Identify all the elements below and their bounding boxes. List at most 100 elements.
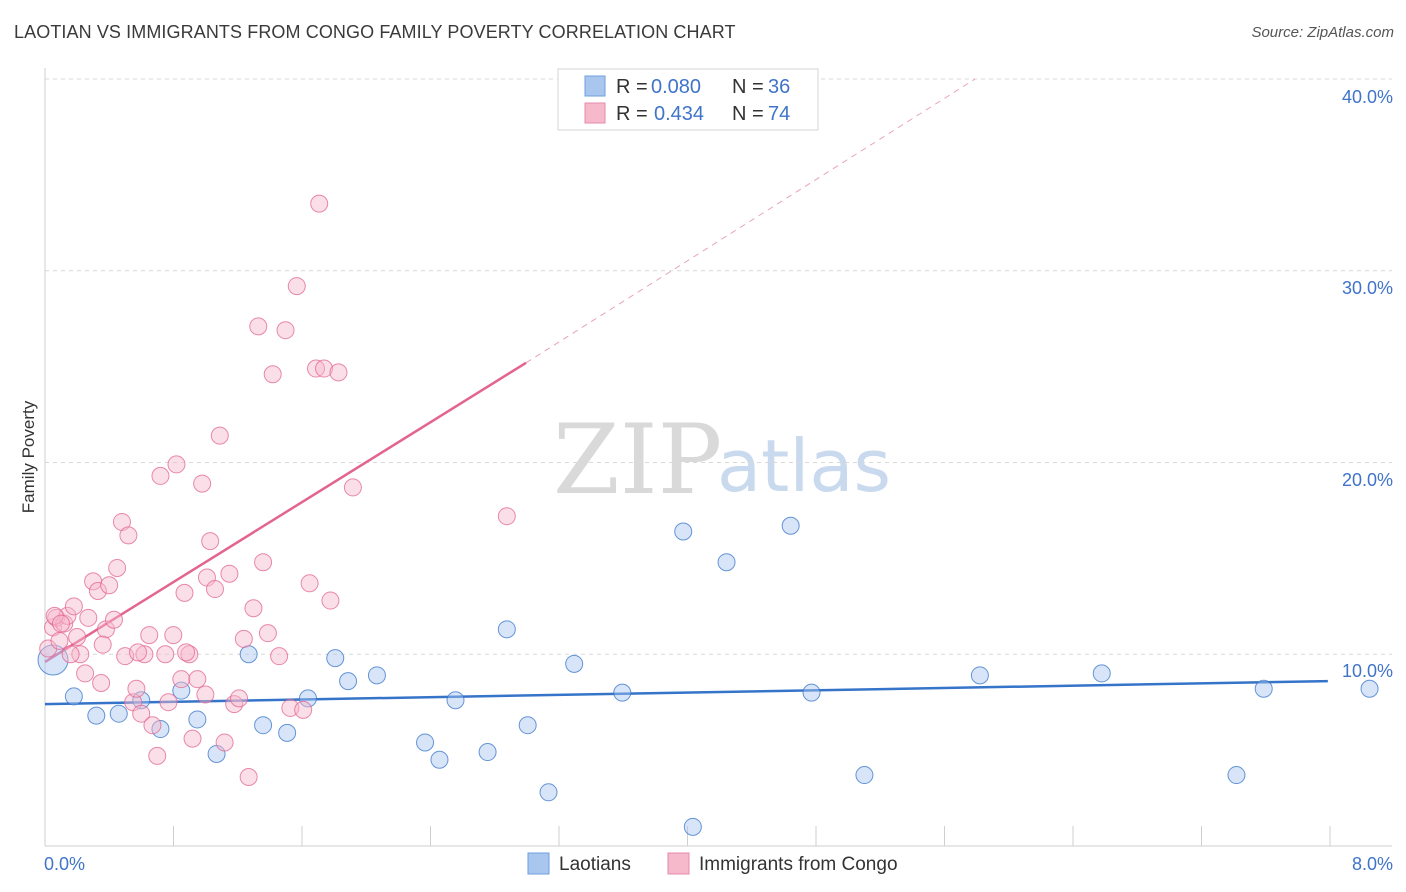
congo-point: [132, 704, 151, 723]
congo-point: [287, 277, 306, 296]
congo-point: [93, 635, 112, 654]
legend-r-label-0: R =: [616, 76, 648, 98]
laotians-point: [188, 710, 207, 729]
congo-point: [215, 733, 234, 752]
congo-point: [343, 478, 362, 497]
laotians-point: [298, 689, 317, 708]
laotians-point: [1227, 766, 1246, 785]
laotians-point: [446, 691, 465, 710]
congo-point: [497, 507, 516, 526]
y-tick-label-20: 20.0%: [1342, 470, 1393, 490]
congo-point: [104, 610, 123, 629]
congo-point: [156, 645, 175, 664]
congo-point: [68, 627, 87, 646]
legend-n-label-0: N =: [732, 76, 764, 98]
congo-point: [148, 746, 167, 765]
congo-point: [76, 664, 95, 683]
congo-point: [119, 526, 138, 545]
congo-point: [188, 670, 207, 689]
congo-point: [294, 700, 313, 719]
congo-point: [172, 670, 191, 689]
congo-point: [205, 580, 224, 599]
grid-layer: [45, 78, 1392, 655]
laotians-point: [970, 666, 989, 685]
laotians-trend-line: [44, 679, 1328, 706]
watermark-zip: ZIP: [553, 404, 722, 516]
laotians-point: [254, 716, 273, 735]
laotians-point: [239, 645, 258, 664]
congo-point: [183, 729, 202, 748]
laotians-point: [674, 522, 693, 541]
legend-r-label-1: R =: [616, 103, 648, 125]
axis-layer: [44, 68, 1392, 847]
congo-point: [300, 574, 319, 593]
laotians-point: [416, 733, 435, 752]
congo-point: [108, 558, 127, 577]
congo-point: [180, 645, 199, 664]
congo-point: [159, 693, 178, 712]
congo-point: [58, 606, 77, 625]
trend-layer: [44, 78, 1328, 706]
legend-r-value-1: 0.434: [654, 103, 704, 125]
congo-point: [71, 645, 90, 664]
legend-swatch-laotians: [584, 75, 606, 97]
congo-point: [61, 645, 80, 664]
laotians-point: [278, 723, 297, 742]
watermark-atlas: atlas: [717, 424, 891, 508]
congo-point: [239, 767, 258, 786]
congo-point: [88, 581, 107, 600]
congo-point: [164, 626, 183, 645]
y-tick-label-30: 30.0%: [1342, 278, 1393, 298]
laotians-point: [109, 704, 128, 723]
laotians-point: [478, 743, 497, 762]
congo-point: [193, 474, 212, 493]
congo-point: [234, 629, 253, 648]
laotians-point: [1254, 679, 1273, 698]
laotians-point: [367, 666, 386, 685]
congo-point: [244, 599, 263, 618]
congo-point: [135, 645, 154, 664]
congo-point: [50, 631, 69, 650]
congo-point: [210, 426, 229, 445]
laotians-point: [497, 620, 516, 639]
laotians-point: [565, 654, 584, 673]
laotians-point: [339, 672, 358, 691]
congo-point: [52, 614, 71, 633]
laotians-point: [518, 716, 537, 735]
congo-point: [310, 194, 329, 213]
congo-point: [92, 674, 111, 693]
congo-point: [151, 466, 170, 485]
congo-point: [45, 606, 64, 625]
laotians-point: [430, 750, 449, 769]
laotians-point: [1360, 679, 1379, 698]
congo-point: [315, 359, 334, 378]
bottom-legend: Laotians Immigrants from Congo: [527, 852, 898, 875]
laotians-point: [1092, 664, 1111, 683]
laotians-point: [539, 783, 558, 802]
congo-point: [230, 689, 249, 708]
x-tick-label-min: 0.0%: [44, 854, 85, 874]
congo-point: [258, 624, 277, 643]
congo-point: [175, 583, 194, 602]
congo-point: [329, 363, 348, 382]
laotians-point: [683, 817, 702, 836]
congo-point: [143, 716, 162, 735]
y-tick-label-40: 40.0%: [1342, 87, 1393, 107]
legend-swatch-congo: [584, 102, 606, 124]
congo-point: [196, 685, 215, 704]
legend-n-value-1: 74: [768, 103, 790, 125]
congo-point: [225, 695, 244, 714]
congo-point: [129, 643, 148, 662]
congo-point: [64, 597, 83, 616]
source-credit: Source: ZipAtlas.com: [1251, 24, 1394, 41]
legend-n-value-0: 36: [768, 76, 790, 98]
congo-point: [100, 576, 119, 595]
congo-point: [276, 321, 295, 340]
congo-point: [249, 317, 268, 336]
congo-point: [201, 532, 220, 551]
x-tick-label-max: 8.0%: [1352, 854, 1393, 874]
congo-point: [321, 591, 340, 610]
congo-point: [167, 455, 186, 474]
bottom-legend-swatch-congo: [667, 852, 690, 875]
